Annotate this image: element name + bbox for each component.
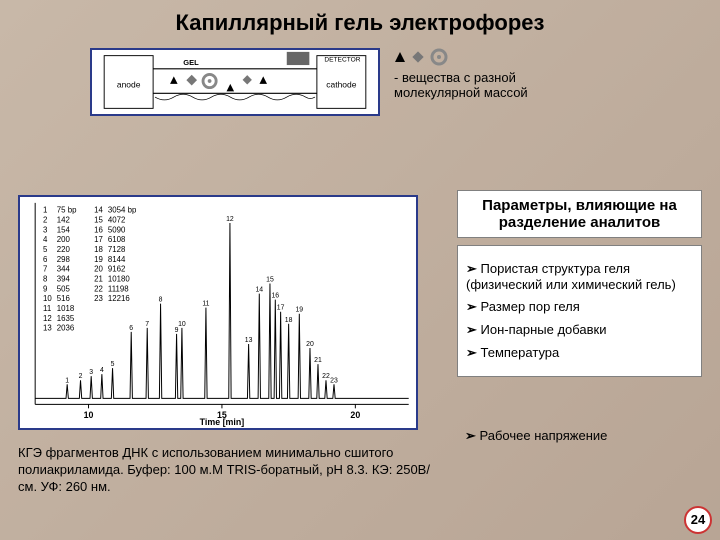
svg-text:13: 13 <box>245 337 253 344</box>
svg-text:9162: 9162 <box>108 265 125 274</box>
svg-text:12: 12 <box>43 314 52 323</box>
svg-text:14: 14 <box>94 206 103 215</box>
svg-text:12: 12 <box>226 216 234 223</box>
svg-text:2036: 2036 <box>57 324 75 333</box>
svg-text:1018: 1018 <box>57 304 75 313</box>
svg-text:8144: 8144 <box>108 255 126 264</box>
gel-label: GEL <box>183 58 199 67</box>
legend-text: - вещества с разной молекулярной массой <box>394 70 528 100</box>
svg-text:20: 20 <box>350 410 360 420</box>
svg-text:15: 15 <box>94 216 103 225</box>
svg-text:8: 8 <box>159 297 163 304</box>
svg-text:17: 17 <box>94 235 103 244</box>
cathode-label: cathode <box>326 80 356 90</box>
svg-text:3: 3 <box>43 225 48 234</box>
svg-text:14: 14 <box>255 287 263 294</box>
svg-text:2: 2 <box>79 373 83 380</box>
bullet-item: Пористая структура геля (физический или … <box>466 261 693 292</box>
svg-text:3054 bp: 3054 bp <box>108 206 137 215</box>
svg-text:10: 10 <box>43 294 52 303</box>
svg-text:9: 9 <box>175 327 179 334</box>
svg-text:1: 1 <box>65 377 69 384</box>
chromatogram: 1234567891011121314151617181920212223101… <box>18 195 418 430</box>
detector-label: DETECTOR <box>324 56 360 63</box>
capillary-schematic: anode cathode DETECTOR GEL <box>90 48 380 116</box>
svg-text:7: 7 <box>145 321 149 328</box>
figure-caption: КГЭ фрагментов ДНК с использованием мини… <box>18 445 438 496</box>
svg-text:22: 22 <box>94 284 103 293</box>
bullet-extra: Рабочее напряжение <box>457 428 702 444</box>
svg-text:13: 13 <box>43 324 52 333</box>
page-number: 24 <box>684 506 712 534</box>
svg-text:20: 20 <box>306 341 314 348</box>
page-title: Капиллярный гель электрофорез <box>0 0 720 36</box>
svg-text:6: 6 <box>129 325 133 332</box>
params-header-box: Параметры, влияющие на разделение аналит… <box>457 190 702 238</box>
svg-text:1: 1 <box>43 206 47 215</box>
legend-area: - вещества с разной молекулярной массой <box>394 48 528 100</box>
svg-text:15: 15 <box>266 277 274 284</box>
svg-text:16: 16 <box>94 225 103 234</box>
svg-text:200: 200 <box>57 235 71 244</box>
schematic-row: anode cathode DETECTOR GEL - вещества с … <box>0 48 720 116</box>
svg-text:11: 11 <box>43 304 51 313</box>
svg-text:23: 23 <box>94 294 103 303</box>
svg-text:154: 154 <box>57 225 71 234</box>
svg-text:21: 21 <box>94 275 103 284</box>
svg-text:22: 22 <box>322 373 330 380</box>
svg-text:9: 9 <box>43 284 47 293</box>
svg-text:6108: 6108 <box>108 235 126 244</box>
svg-text:17: 17 <box>277 305 285 312</box>
svg-text:7: 7 <box>43 265 47 274</box>
svg-text:220: 220 <box>57 245 71 254</box>
svg-text:6: 6 <box>43 255 48 264</box>
svg-text:18: 18 <box>94 245 103 254</box>
svg-text:505: 505 <box>57 284 71 293</box>
svg-text:19: 19 <box>94 255 103 264</box>
params-bullets: Пористая структура геля (физический или … <box>457 245 702 377</box>
svg-text:19: 19 <box>295 307 303 314</box>
svg-text:5: 5 <box>43 245 48 254</box>
svg-text:18: 18 <box>285 317 293 324</box>
svg-text:4072: 4072 <box>108 216 125 225</box>
svg-text:298: 298 <box>57 255 71 264</box>
bullet-item: Ион-парные добавки <box>466 322 693 338</box>
svg-text:394: 394 <box>57 275 71 284</box>
svg-text:16: 16 <box>271 293 279 300</box>
svg-text:21: 21 <box>314 357 322 364</box>
svg-text:2: 2 <box>43 216 47 225</box>
svg-text:1635: 1635 <box>57 314 75 323</box>
svg-text:12216: 12216 <box>108 294 130 303</box>
svg-text:4: 4 <box>43 235 48 244</box>
anode-label: anode <box>117 80 141 90</box>
svg-text:10180: 10180 <box>108 275 130 284</box>
svg-text:10: 10 <box>84 410 94 420</box>
svg-text:20: 20 <box>94 265 103 274</box>
svg-text:3: 3 <box>89 369 93 376</box>
svg-text:11: 11 <box>202 301 209 308</box>
svg-text:75 bp: 75 bp <box>57 206 77 215</box>
svg-text:8: 8 <box>43 275 48 284</box>
svg-text:4: 4 <box>100 367 104 374</box>
svg-text:5090: 5090 <box>108 225 126 234</box>
svg-text:23: 23 <box>330 377 338 384</box>
bullet-item: Температура <box>466 345 693 361</box>
svg-text:142: 142 <box>57 216 70 225</box>
svg-text:5: 5 <box>111 361 115 368</box>
svg-text:11198: 11198 <box>108 284 129 293</box>
svg-text:10: 10 <box>178 321 186 328</box>
svg-text:Time [min]: Time [min] <box>200 417 245 427</box>
svg-text:516: 516 <box>57 294 71 303</box>
bullet-item: Размер пор геля <box>466 299 693 315</box>
svg-text:344: 344 <box>57 265 71 274</box>
svg-text:7128: 7128 <box>108 245 126 254</box>
